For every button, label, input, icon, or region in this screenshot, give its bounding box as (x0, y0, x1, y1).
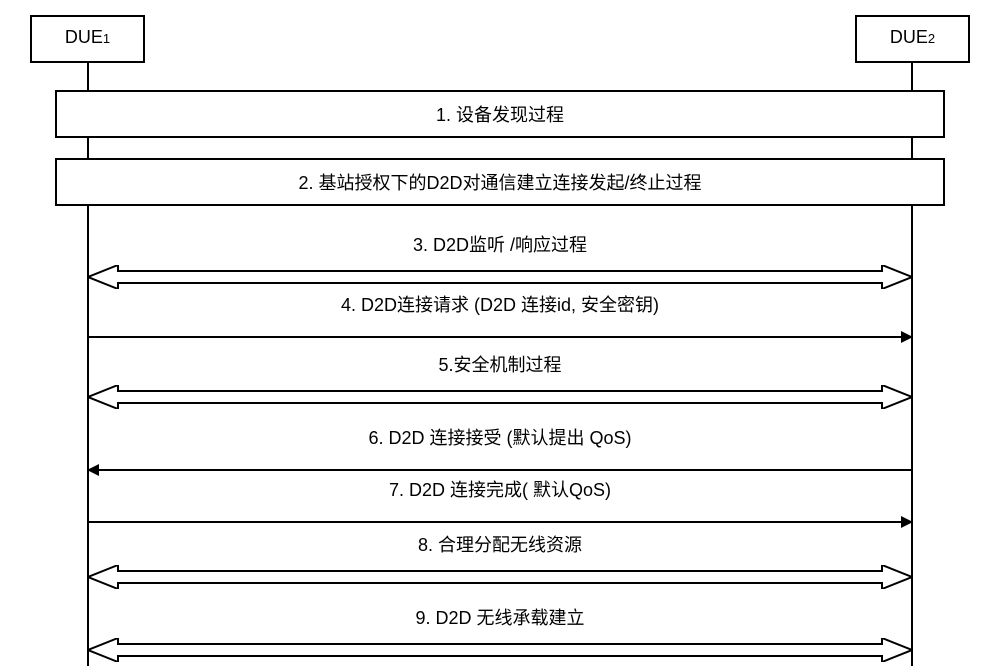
step-9-arrow: 9. D2D 无线承载建立 (88, 627, 912, 672)
node-due1-prefix: DUE (65, 27, 103, 48)
node-due2: DUE2 (855, 15, 970, 63)
step-1-label: 1. 设备发现过程 (436, 101, 564, 127)
step-4-label: 4. D2D连接请求 (D2D 连接id, 安全密钥) (88, 291, 912, 317)
step-6-label: 6. D2D 连接接受 (默认提出 QoS) (88, 424, 912, 450)
node-due2-sub: 2 (928, 32, 935, 45)
bidirectional-arrow-icon (88, 565, 912, 589)
step-1-box: 1. 设备发现过程 (55, 90, 945, 138)
step-8-label: 8. 合理分配无线资源 (88, 531, 912, 557)
bidirectional-arrow-icon (88, 638, 912, 662)
arrow-right-icon (88, 521, 912, 523)
step-5-label: 5.安全机制过程 (88, 351, 912, 377)
step-2-label: 2. 基站授权下的D2D对通信建立连接发起/终止过程 (298, 169, 701, 195)
bidirectional-arrow-icon (88, 265, 912, 289)
step-2-box: 2. 基站授权下的D2D对通信建立连接发起/终止过程 (55, 158, 945, 206)
step-8-arrow: 8. 合理分配无线资源 (88, 554, 912, 599)
bidirectional-arrow-icon (88, 385, 912, 409)
step-9-label: 9. D2D 无线承载建立 (88, 604, 912, 630)
sequence-diagram: DUE1 DUE2 1. 设备发现过程 2. 基站授权下的D2D对通信建立连接发… (0, 0, 1000, 671)
node-due1: DUE1 (30, 15, 145, 63)
step-5-arrow: 5.安全机制过程 (88, 374, 912, 419)
arrow-right-icon (88, 336, 912, 338)
arrow-left-icon (88, 469, 912, 471)
node-due1-sub: 1 (103, 32, 110, 45)
step-7-label: 7. D2D 连接完成( 默认QoS) (88, 476, 912, 502)
step-3-label: 3. D2D监听 /响应过程 (88, 231, 912, 257)
node-due2-prefix: DUE (890, 27, 928, 48)
